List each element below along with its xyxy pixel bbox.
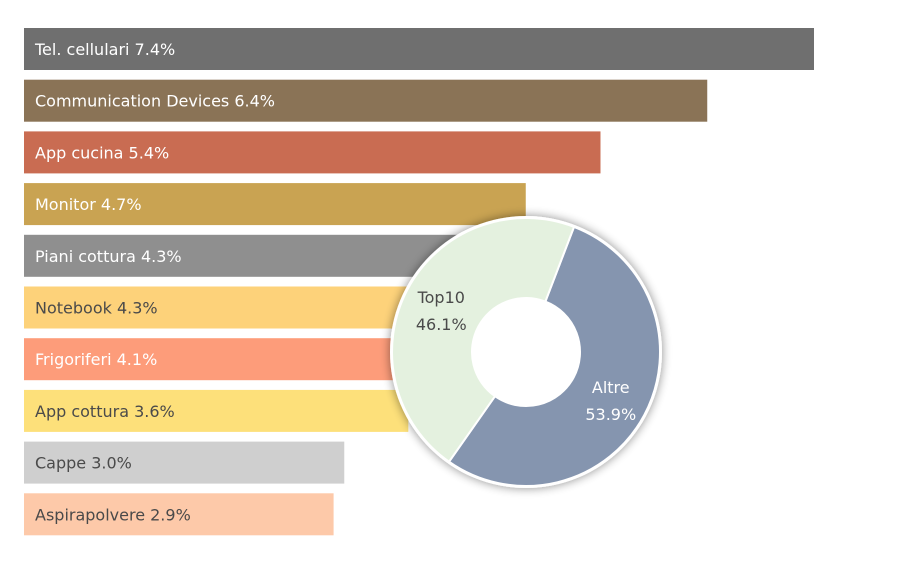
bar-app-cottura [24, 389, 409, 432]
bar-label-cappe: Cappe 3.0% [35, 454, 132, 473]
bar-app-cucina [24, 131, 601, 174]
donut-label-altre: Altre [592, 378, 630, 397]
bar-label-app-cottura: App cottura 3.6% [35, 402, 175, 421]
bar-label-app-cucina: App cucina 5.4% [35, 143, 169, 162]
bar-label-aspirapolvere: Aspirapolvere 2.9% [35, 505, 191, 524]
bar-tel-cellulari [24, 28, 814, 70]
bar-monitor [24, 183, 526, 226]
bar-label-frigoriferi: Frigoriferi 4.1% [35, 350, 157, 369]
donut-slice-top10 [391, 217, 576, 464]
bar-label-tel-cellulari: Tel. cellulari 7.4% [34, 40, 175, 59]
bar-label-piani-cottura: Piani cottura 4.3% [35, 247, 182, 266]
bar-label-notebook: Notebook 4.3% [35, 299, 158, 318]
donut-slice-altre [447, 225, 661, 487]
bar-piani-cottura [24, 234, 484, 277]
bar-cappe [24, 441, 345, 484]
bar-label-monitor: Monitor 4.7% [35, 195, 142, 214]
bar-communication-devices [24, 79, 708, 122]
donut-value-top10: 46.1% [416, 315, 467, 334]
bar-label-communication-devices: Communication Devices 6.4% [35, 92, 275, 111]
bar-frigoriferi [24, 338, 462, 381]
bar-aspirapolvere [24, 493, 334, 536]
donut-label-top10: Top10 [417, 288, 465, 307]
donut-value-altre: 53.9% [585, 405, 636, 424]
